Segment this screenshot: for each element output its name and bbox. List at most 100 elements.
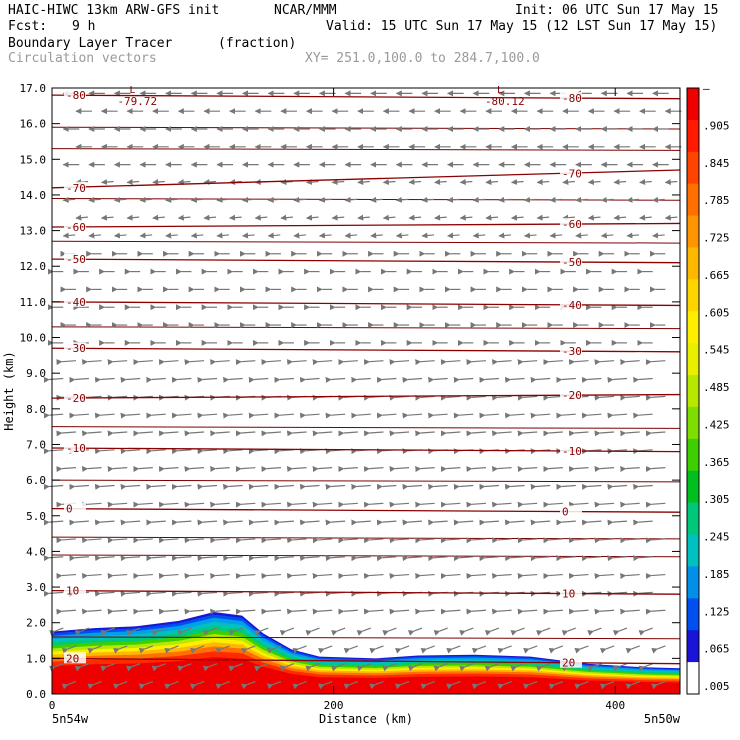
- y-tick-label: 8.0: [26, 403, 46, 416]
- vector-arrow: [607, 412, 628, 419]
- colorbar-segment: [687, 88, 699, 121]
- contour-label: -60: [66, 221, 86, 234]
- vector-arrow: [433, 627, 448, 636]
- vector-arrow: [517, 572, 538, 579]
- vector-arrow: [638, 627, 653, 636]
- vector-arrow: [581, 412, 602, 419]
- temp-contour: [51, 507, 681, 513]
- vector-arrow: [530, 412, 551, 419]
- vector-arrow: [158, 537, 179, 544]
- vector-arrow: [466, 359, 487, 366]
- vector-arrow: [338, 466, 358, 473]
- vector-arrow: [376, 483, 397, 490]
- vector-arrow: [146, 483, 166, 490]
- vector-arrow: [613, 179, 627, 186]
- vector-arrow: [594, 537, 615, 544]
- vector-arrow: [504, 412, 525, 419]
- vector-arrow: [485, 214, 499, 221]
- contour-label-bg: [64, 392, 86, 404]
- y-tick-label: 10.0: [20, 332, 47, 345]
- vector-arrow: [472, 196, 486, 203]
- vector-arrow: [402, 519, 423, 526]
- vector-arrow: [146, 376, 166, 383]
- vector-arrow: [344, 196, 358, 203]
- contour-label: 10: [562, 588, 575, 601]
- vector-arrow: [152, 214, 165, 221]
- vector-arrow: [574, 645, 589, 654]
- vector-arrow: [126, 179, 140, 186]
- vector-arrow: [184, 537, 205, 544]
- vector-arrow: [286, 430, 307, 437]
- vector-arrow: [517, 501, 538, 508]
- vector-arrow: [223, 376, 243, 383]
- vector-arrow: [485, 179, 499, 186]
- vector-arrow: [389, 430, 410, 437]
- vector-arrow: [594, 394, 615, 401]
- vector-arrow: [56, 572, 76, 579]
- vector-arrow: [197, 412, 218, 419]
- vector-arrow: [453, 519, 474, 526]
- vector-arrow: [197, 376, 218, 383]
- vector-arrow: [228, 663, 243, 672]
- vector-arrow: [158, 466, 179, 473]
- fcst-label: Fcst:: [8, 19, 48, 34]
- contour-label-bg: [560, 298, 582, 310]
- vector-arrow: [203, 179, 217, 186]
- vector-arrow: [81, 572, 102, 579]
- vector-arrow: [447, 232, 460, 239]
- vector-arrow: [594, 501, 615, 508]
- vector-arrow: [94, 590, 115, 597]
- vector-arrow: [184, 359, 205, 366]
- colorbar-label: –: [703, 82, 710, 95]
- vector-arrow: [645, 572, 666, 579]
- vector-arrow: [389, 608, 410, 615]
- vector-arrow: [645, 394, 666, 401]
- vector-arrow: [210, 572, 230, 579]
- vector-arrow: [325, 519, 346, 526]
- y-tick-label: 14.0: [20, 189, 47, 202]
- vector-arrow: [165, 232, 178, 239]
- vector-arrow: [594, 430, 615, 437]
- vector-arrow: [382, 179, 396, 186]
- vector-arrow: [261, 466, 281, 473]
- vector-arrow: [491, 572, 512, 579]
- vector-arrow: [235, 501, 256, 508]
- contour-label: -30: [66, 342, 86, 355]
- vector-arrow: [286, 466, 307, 473]
- colorbar-segment: [687, 438, 699, 472]
- colorbar-frame: [686, 87, 700, 695]
- vector-arrow: [164, 680, 179, 690]
- vector-arrow: [543, 608, 563, 615]
- vector-arrow: [466, 430, 487, 437]
- vector-arrow: [440, 501, 461, 508]
- vector-arrow: [471, 645, 487, 654]
- model-title: HAIC-HIWC 13km ARW-GFS init: [8, 3, 220, 18]
- colorbar-segment: [687, 343, 699, 376]
- vector-arrow: [428, 412, 448, 419]
- contour-label-bg: [64, 89, 86, 101]
- vector-arrow: [94, 412, 115, 419]
- vector-arrow: [466, 466, 487, 473]
- vector-arrow: [312, 359, 333, 366]
- vector-arrow: [402, 555, 423, 562]
- vector-arrow: [479, 519, 499, 526]
- vector-arrow: [331, 627, 346, 636]
- vector-arrow: [293, 232, 306, 239]
- vector-arrow: [523, 232, 537, 239]
- contour-label-bg: [64, 221, 86, 233]
- vector-arrow: [235, 608, 256, 615]
- vector-arrow: [43, 483, 64, 490]
- vector-arrow: [523, 196, 537, 203]
- contour-label: -50: [66, 253, 86, 266]
- vector-arrow: [171, 448, 192, 455]
- vector-arrow: [184, 501, 205, 508]
- vector-arrow: [266, 680, 282, 690]
- contour-label: -20: [66, 392, 86, 405]
- vector-arrow: [88, 196, 101, 203]
- vector-arrow: [120, 376, 141, 383]
- y-tick-label: 16.0: [20, 118, 47, 131]
- vector-arrow: [428, 376, 448, 383]
- vector-arrow: [299, 412, 320, 419]
- vector-arrow: [113, 196, 127, 203]
- vector-arrow: [536, 627, 551, 636]
